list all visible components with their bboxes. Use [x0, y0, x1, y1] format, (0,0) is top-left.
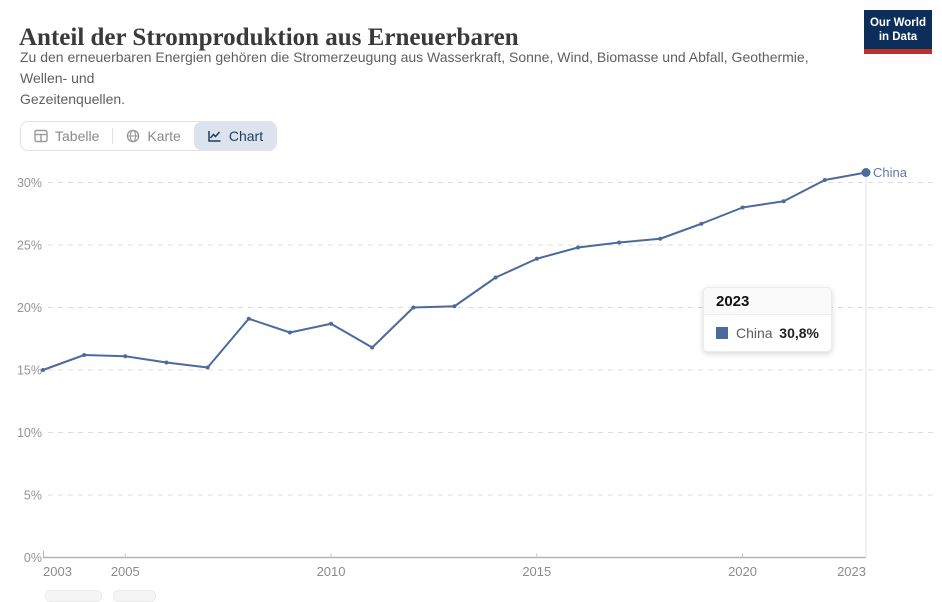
chart-tooltip: 2023 China 30,8%: [703, 287, 832, 352]
tooltip-year: 2023: [704, 288, 831, 315]
tab-chart[interactable]: Chart: [193, 122, 277, 150]
subtitle-line: Gezeitenquellen.: [20, 91, 126, 107]
table-icon: [34, 129, 48, 143]
subtitle-line: Zu den erneuerbaren Energien gehören die…: [20, 49, 809, 65]
chart-plot-area[interactable]: [0, 160, 942, 560]
owid-logo-line2: in Data: [878, 31, 918, 43]
tab-divider: [112, 128, 114, 144]
tooltip-swatch: [716, 327, 728, 339]
x-axis-label: 2010: [317, 564, 346, 579]
view-tabs: Tabelle Karte Chart: [20, 121, 278, 151]
x-axis-label: 2023: [837, 564, 866, 579]
chart-subtitle: Zu den erneuerbaren Energien gehören die…: [20, 47, 809, 110]
tooltip-value: 30,8%: [779, 325, 819, 341]
x-axis-label: 2003: [43, 564, 72, 579]
tab-tabelle[interactable]: Tabelle: [21, 122, 112, 150]
owid-logo[interactable]: Our World in Data: [864, 10, 932, 54]
tab-chart-label: Chart: [228, 128, 264, 144]
line-chart-icon: [207, 129, 222, 143]
owid-logo-line1: Our World: [869, 17, 926, 29]
x-axis-label: 2005: [111, 564, 140, 579]
x-axis-label: 2020: [728, 564, 757, 579]
footer-button-partial[interactable]: [113, 590, 156, 602]
tooltip-series-label: China: [736, 325, 773, 341]
tab-karte-label: Karte: [147, 128, 181, 144]
page-title: Anteil der Stromproduktion aus Erneuerba…: [19, 23, 519, 51]
tab-tabelle-label: Tabelle: [55, 128, 100, 144]
x-axis-label: 2015: [522, 564, 551, 579]
subtitle-line: Wellen- und: [20, 70, 95, 86]
tab-karte[interactable]: Karte: [113, 122, 193, 150]
footer-button-partial[interactable]: [45, 590, 102, 602]
globe-icon: [126, 129, 140, 143]
tooltip-row: China 30,8%: [704, 315, 831, 351]
